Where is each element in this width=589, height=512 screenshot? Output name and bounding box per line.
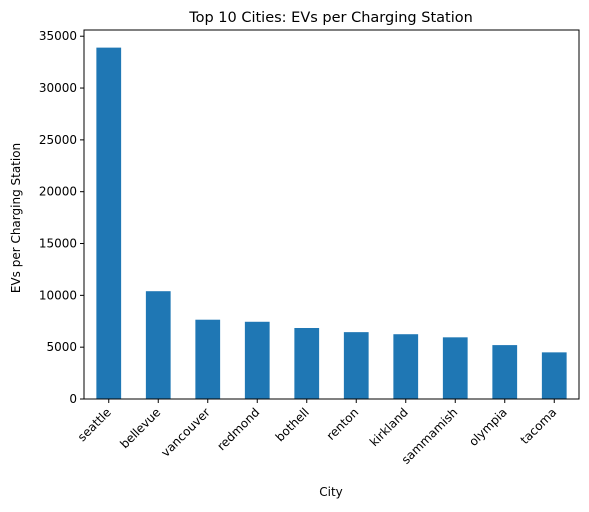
bar-vancouver	[195, 319, 221, 399]
y-tick-label: 15000	[39, 237, 77, 251]
y-axis-label: EVs per Charging Station	[9, 143, 23, 293]
x-tick-label-bellevue: bellevue	[117, 405, 163, 451]
bar-tacoma	[541, 352, 567, 399]
bar-redmond	[244, 321, 270, 399]
x-tick-label-olympia: olympia	[466, 405, 510, 449]
x-tick-label-redmond: redmond	[214, 405, 262, 453]
x-tick-label-bothell: bothell	[273, 405, 312, 444]
y-tick-label: 10000	[39, 288, 77, 302]
x-tick-label-vancouver: vancouver	[158, 405, 213, 460]
bar-olympia	[492, 345, 518, 399]
y-tick-label: 5000	[46, 340, 77, 354]
y-tick-label: 30000	[39, 81, 77, 95]
x-tick-label-kirkland: kirkland	[367, 405, 411, 449]
bar-renton	[343, 332, 369, 399]
bar-bothell	[294, 327, 320, 399]
x-tick-label-tacoma: tacoma	[518, 405, 560, 447]
y-tick-label: 35000	[39, 29, 77, 43]
y-tick-label: 0	[69, 392, 77, 406]
x-tick-label-seattle: seattle	[75, 405, 114, 444]
x-tick-label-renton: renton	[324, 405, 362, 443]
bar-sammamish	[442, 337, 468, 399]
bar-seattle	[96, 47, 122, 399]
bar-kirkland	[393, 334, 419, 399]
chart-title: Top 10 Cities: EVs per Charging Station	[188, 10, 473, 26]
plot-area: 0 5000 10000 15000 20000 25000 30000 35000 seatt…	[39, 29, 580, 467]
bar-bellevue	[145, 291, 171, 399]
x-axis-label: City	[319, 485, 343, 499]
y-tick-label: 25000	[39, 133, 77, 147]
y-tick-label: 20000	[39, 185, 77, 199]
axes-frame	[83, 29, 580, 400]
